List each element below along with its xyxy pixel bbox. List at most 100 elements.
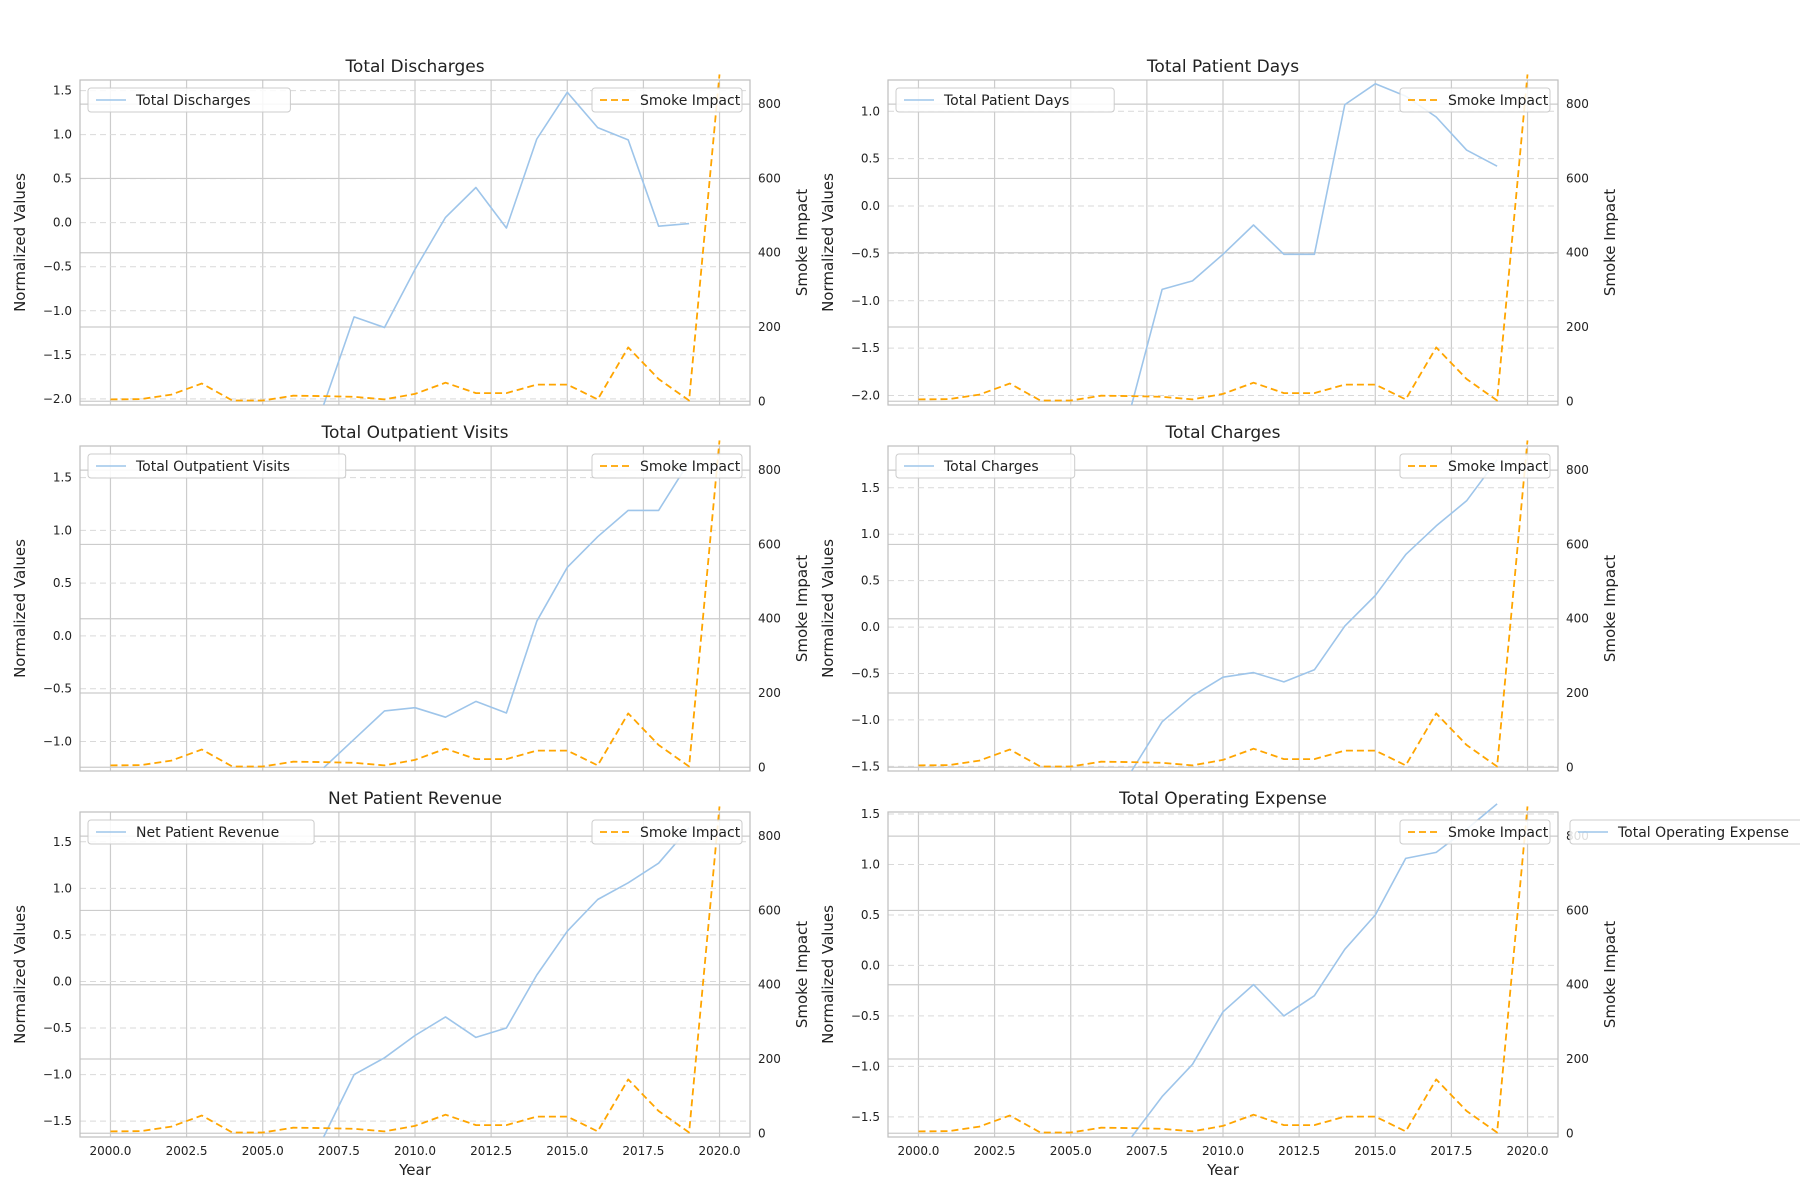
legend-smoke: Smoke Impact (1399, 453, 1551, 479)
y2-axis-label: Smoke Impact (793, 921, 811, 1028)
y2-tick-label: 0 (758, 1126, 766, 1140)
x-tick-label: 2007.5 (1126, 1144, 1168, 1158)
x-axis-label: Year (398, 1161, 432, 1179)
y-tick-label: 1.5 (861, 807, 880, 821)
y-tick-label: −1.5 (851, 341, 880, 355)
x-tick-label: 2017.5 (1430, 1144, 1472, 1158)
subplot-title: Total Charges (1165, 423, 1281, 443)
y2-tick-label: 400 (758, 978, 781, 992)
legend-label: Total Operating Expense (1617, 825, 1789, 841)
legend-label: Smoke Impact (640, 825, 741, 841)
y-tick-label: 0.0 (861, 620, 880, 634)
y-tick-label: −1.0 (851, 713, 880, 727)
y2-tick-label: 400 (1566, 978, 1589, 992)
y-tick-label: 0.5 (861, 574, 880, 588)
legend-box (87, 819, 315, 845)
y-tick-label: −2.0 (43, 392, 72, 406)
subplot-3: Total Outpatient Visits −1.0 −0.5 0.0 0.5 1.0… (11, 423, 811, 774)
axes-frame (887, 811, 1559, 1138)
legend-metric: Total Operating Expense (1569, 819, 1800, 845)
legend-label: Total Outpatient Visits (135, 459, 290, 475)
axes-frame (79, 811, 751, 1138)
y2-axis-label: Smoke Impact (1601, 921, 1619, 1028)
metric-line (1130, 803, 1498, 1138)
y-tick-label: −0.5 (851, 1009, 880, 1023)
y-tick-label: −0.5 (851, 667, 880, 681)
y-tick-label: 0.0 (53, 216, 72, 230)
smoke-impact-line (110, 806, 721, 1134)
y2-axis-label: Smoke Impact (793, 189, 811, 296)
subplot-2: Total Patient Days −2.0 −1.5 −1.0 −0.5 0.0 0.5… (819, 57, 1619, 408)
y2-tick-label: 400 (1566, 612, 1589, 626)
y-tick-label: −1.5 (851, 759, 880, 773)
axes-frame (79, 445, 751, 772)
y-tick-label: −1.5 (43, 1114, 72, 1128)
metric-line (1130, 459, 1498, 772)
y2-tick-label: 600 (1566, 903, 1589, 917)
y-tick-label: 0.0 (861, 199, 880, 213)
y-tick-label: −1.0 (851, 294, 880, 308)
x-tick-label: 2010.0 (394, 1144, 436, 1158)
y2-tick-label: 0 (1566, 394, 1574, 408)
legend-label: Net Patient Revenue (136, 825, 279, 841)
subplot-title: Total Operating Expense (1118, 789, 1327, 809)
x-tick-label: 2000.0 (897, 1144, 939, 1158)
legend-label: Total Discharges (135, 93, 251, 109)
y-tick-label: 1.5 (53, 835, 72, 849)
axes-frame (887, 445, 1559, 772)
axes-frame (887, 79, 1559, 406)
y2-tick-label: 600 (1566, 537, 1589, 551)
y-tick-label: −0.5 (43, 682, 72, 696)
legend-metric: Total Charges (895, 453, 1076, 479)
y2-tick-label: 0 (758, 760, 766, 774)
x-tick-label: 2020.0 (699, 1144, 741, 1158)
y-tick-label: 1.0 (53, 128, 72, 142)
y-tick-label: 0.0 (53, 629, 72, 643)
legend-metric: Total Discharges (87, 87, 291, 113)
x-tick-label: 2010.0 (1202, 1144, 1244, 1158)
y-tick-label: 1.5 (861, 481, 880, 495)
y-tick-label: −2.0 (851, 389, 880, 403)
x-tick-label: 2000.0 (89, 1144, 131, 1158)
y2-tick-label: 600 (758, 537, 781, 551)
legend-box (895, 87, 1115, 113)
y2-tick-label: 0 (758, 394, 766, 408)
y-tick-label: 0.5 (53, 928, 72, 942)
y2-axis-label: Smoke Impact (1601, 189, 1619, 296)
metric-line (322, 91, 690, 406)
smoke-impact-line (918, 806, 1529, 1134)
y-tick-label: 1.0 (861, 104, 880, 118)
y2-tick-label: 200 (758, 320, 781, 334)
legend-metric: Net Patient Revenue (87, 819, 315, 845)
legend-label: Smoke Impact (640, 93, 741, 109)
smoke-impact-line (110, 74, 721, 402)
y-tick-label: −0.5 (851, 246, 880, 260)
y-tick-label: −1.0 (851, 1059, 880, 1073)
y2-tick-label: 400 (758, 246, 781, 260)
y-tick-label: −0.5 (43, 260, 72, 274)
legend-label: Total Patient Days (943, 93, 1069, 109)
y2-tick-label: 600 (758, 171, 781, 185)
y2-tick-label: 800 (1566, 97, 1589, 111)
legend-smoke: Smoke Impact (1399, 819, 1551, 845)
legend-metric: Total Outpatient Visits (87, 453, 347, 479)
subplot-title: Total Outpatient Visits (321, 423, 509, 443)
axes-frame (79, 79, 751, 406)
y2-tick-label: 200 (1566, 1052, 1589, 1066)
x-tick-label: 2015.0 (1354, 1144, 1396, 1158)
y-axis-label: Normalized Values (11, 539, 29, 678)
x-tick-label: 2005.0 (242, 1144, 284, 1158)
metric-line (323, 461, 690, 769)
subplot-title: Total Discharges (344, 57, 484, 77)
legend-metric: Total Patient Days (895, 87, 1115, 113)
y-tick-label: 0.5 (861, 152, 880, 166)
legend-label: Smoke Impact (1448, 93, 1549, 109)
subplot-4: Total Charges −1.5 −1.0 −0.5 0.0 0.5 1.0 1.5 0 20… (819, 423, 1619, 774)
y-tick-label: 1.0 (53, 523, 72, 537)
legend-label: Total Charges (943, 459, 1039, 475)
legend-smoke: Smoke Impact (1399, 87, 1551, 113)
y2-tick-label: 200 (1566, 686, 1589, 700)
y2-tick-label: 400 (1566, 246, 1589, 260)
y-axis-label: Normalized Values (11, 173, 29, 312)
legend-box (591, 453, 743, 479)
